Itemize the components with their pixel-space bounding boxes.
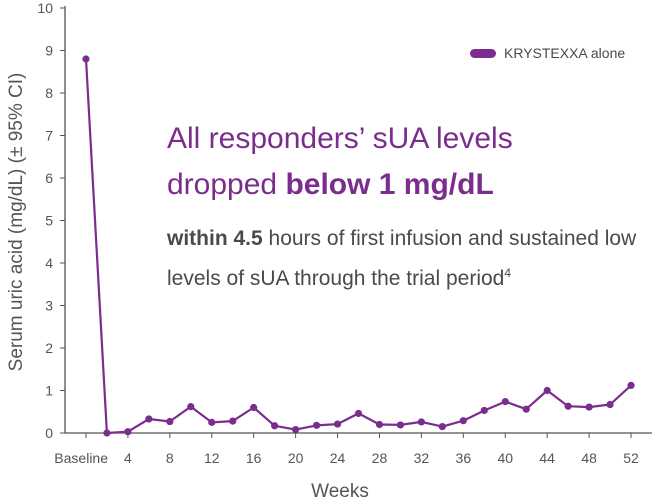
y-axis-ticks: 0 1 2 3 4 5 6 7 8 9 10 <box>37 0 65 441</box>
legend-swatch <box>470 48 496 58</box>
data-point <box>229 417 237 425</box>
y-axis-title: Serum uric acid (mg/dL) (± 95% CI) <box>6 73 27 372</box>
x-tick-label: 20 <box>288 450 304 466</box>
data-point <box>501 397 509 406</box>
x-tick-label: 4 <box>124 450 132 466</box>
data-point <box>438 423 446 431</box>
x-tick-label: 48 <box>581 450 597 466</box>
axes <box>64 6 652 434</box>
x-tick-label: 16 <box>246 450 262 466</box>
data-point <box>187 403 195 411</box>
subtext-bold: within 4.5 <box>167 227 263 250</box>
callout-headline: All responders’ sUA levels dropped below… <box>167 116 637 208</box>
data-point <box>627 381 635 389</box>
x-tick-label: 44 <box>539 450 555 466</box>
x-tick-label: 32 <box>414 450 430 466</box>
y-tick-label: 0 <box>45 425 53 441</box>
data-point <box>417 418 425 426</box>
data-point <box>375 420 384 429</box>
callout-subtext: within 4.5 hours of first infusion and s… <box>167 222 637 296</box>
x-axis-ticks: Baseline 4 8 12 16 20 24 28 32 36 40 44 48 52 <box>54 433 639 466</box>
data-point <box>166 417 174 426</box>
data-point <box>250 403 258 412</box>
headline-line-1: All responders’ sUA levels <box>167 122 513 155</box>
data-point <box>145 415 153 423</box>
legend: KRYSTEXXA alone <box>470 45 625 61</box>
headline-bold: below 1 mg/dL <box>285 168 494 201</box>
y-tick-label: 6 <box>45 170 53 186</box>
data-point <box>333 420 342 428</box>
x-tick-label: Baseline <box>54 450 108 466</box>
x-tick-label: 28 <box>372 450 388 466</box>
y-tick-label: 1 <box>45 383 53 399</box>
legend-label: KRYSTEXXA alone <box>504 45 626 61</box>
subtext-rest: hours of first infusion and sustained lo… <box>167 227 637 290</box>
x-tick-label: 52 <box>623 450 639 466</box>
data-point <box>543 386 551 395</box>
y-tick-label: 8 <box>45 85 53 101</box>
x-tick-label: 36 <box>456 450 472 466</box>
y-tick-label: 3 <box>45 298 53 314</box>
x-tick-label: 24 <box>330 450 346 466</box>
data-point <box>208 418 216 426</box>
x-tick-label: 12 <box>204 450 220 466</box>
y-tick-label: 7 <box>45 128 53 144</box>
data-point <box>585 403 593 411</box>
x-axis-title: Weeks <box>311 481 369 500</box>
data-point <box>522 405 530 413</box>
data-point <box>564 402 572 410</box>
data-point <box>312 421 321 429</box>
y-tick-label: 2 <box>45 340 53 356</box>
data-point <box>354 409 363 418</box>
headline-prefix: dropped <box>167 168 286 201</box>
headline-line-2: dropped below 1 mg/dL <box>167 162 637 208</box>
data-point <box>292 426 300 434</box>
data-point <box>480 406 488 415</box>
x-tick-label: 40 <box>497 450 513 466</box>
data-point <box>124 428 132 436</box>
data-point <box>103 429 111 437</box>
y-tick-label: 9 <box>45 43 53 59</box>
data-point <box>606 400 614 409</box>
series-krystexxa-alone <box>82 55 635 437</box>
data-point <box>271 422 279 430</box>
y-tick-label: 5 <box>45 213 53 229</box>
y-tick-label: 10 <box>37 0 53 16</box>
data-point <box>396 421 405 429</box>
data-point <box>82 55 90 63</box>
data-point <box>459 417 467 425</box>
y-tick-label: 4 <box>45 255 53 271</box>
subtext-reference: 4 <box>504 266 512 280</box>
x-tick-label: 8 <box>166 450 174 466</box>
